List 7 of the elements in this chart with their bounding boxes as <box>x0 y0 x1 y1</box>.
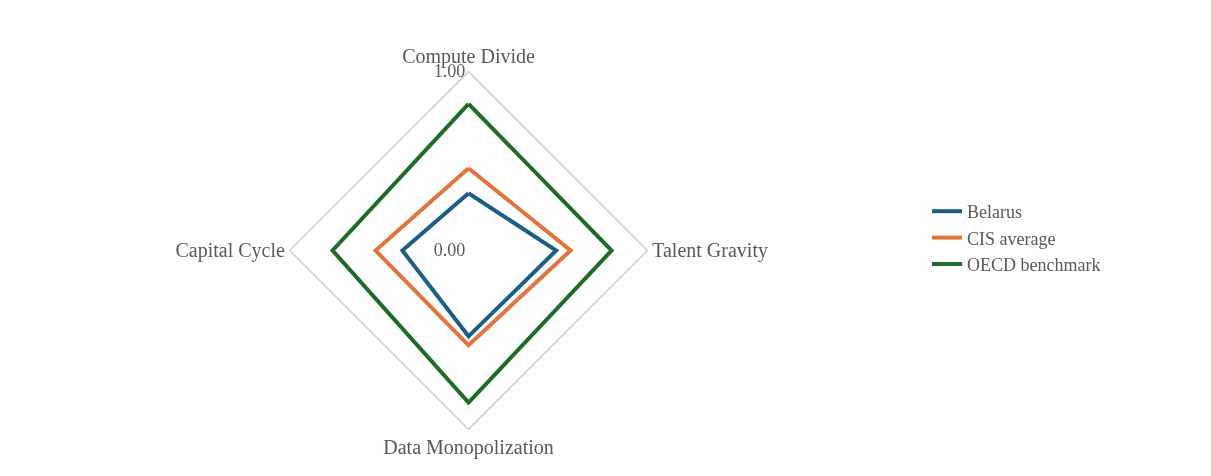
spoke-label: Talent Gravity <box>652 239 768 263</box>
legend-label: Belarus <box>967 202 1023 223</box>
legend-label: OECD benchmark <box>967 255 1101 276</box>
y-tick-label: 0.00 <box>433 240 466 261</box>
spoke-label: Capital Cycle <box>175 239 286 263</box>
legend-label: CIS average <box>967 228 1056 249</box>
spoke-label: Data Monopolization <box>383 436 554 460</box>
